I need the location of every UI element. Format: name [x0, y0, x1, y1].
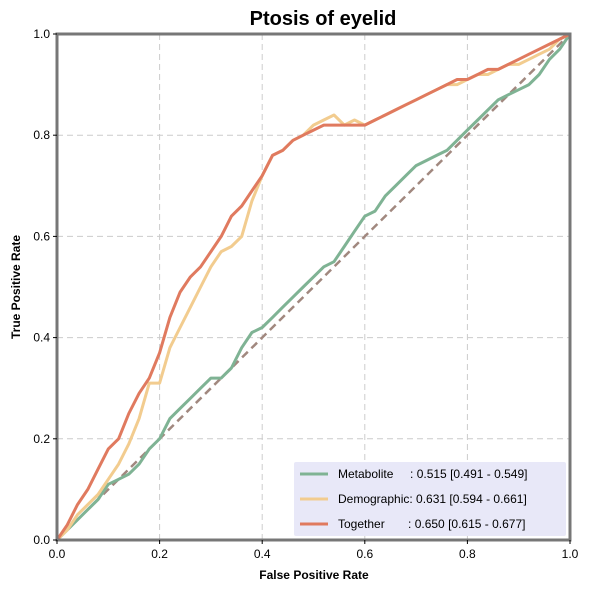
legend-box [294, 462, 566, 536]
series-line-metabolite [55, 33, 572, 542]
y-tick-label: 0.0 [33, 533, 50, 547]
y-ticks: 0.0 0.2 0.4 0.6 0.8 1.0 [33, 27, 57, 547]
grid [57, 34, 570, 540]
x-tick-label: 0.0 [49, 547, 66, 561]
y-tick-label: 1.0 [33, 27, 50, 41]
legend: Metabolite : 0.515 [0.491 - 0.549] Demogr… [294, 462, 566, 536]
series-line-together [55, 32, 571, 541]
legend-label-demographic: Demographic: 0.631 [0.594 - 0.661] [338, 492, 527, 506]
legend-label-metabolite: Metabolite : 0.515 [0.491 - 0.549] [338, 467, 527, 481]
y-tick-label: 0.8 [33, 128, 50, 142]
y-tick-label: 0.2 [33, 432, 50, 446]
series-lines [55, 32, 572, 542]
x-tick-label: 0.2 [151, 547, 168, 561]
x-tick-label: 0.8 [459, 547, 476, 561]
x-tick-label: 0.6 [356, 547, 373, 561]
x-ticks: 0.0 0.2 0.4 0.6 0.8 1.0 [49, 540, 579, 561]
chance-diagonal [56, 33, 571, 541]
series-line-demographic [55, 32, 571, 542]
plot-frame [55, 32, 572, 542]
chart-title: Ptosis of eyelid [250, 8, 397, 30]
y-axis-label: True Positive Rate [9, 235, 23, 339]
y-tick-label: 0.6 [33, 229, 50, 243]
x-tick-label: 0.4 [254, 547, 271, 561]
x-axis-label: False Positive Rate [259, 568, 369, 582]
y-tick-label: 0.4 [33, 331, 50, 345]
x-tick-label: 1.0 [562, 547, 579, 561]
legend-label-together: Together : 0.650 [0.615 - 0.677] [338, 517, 525, 531]
